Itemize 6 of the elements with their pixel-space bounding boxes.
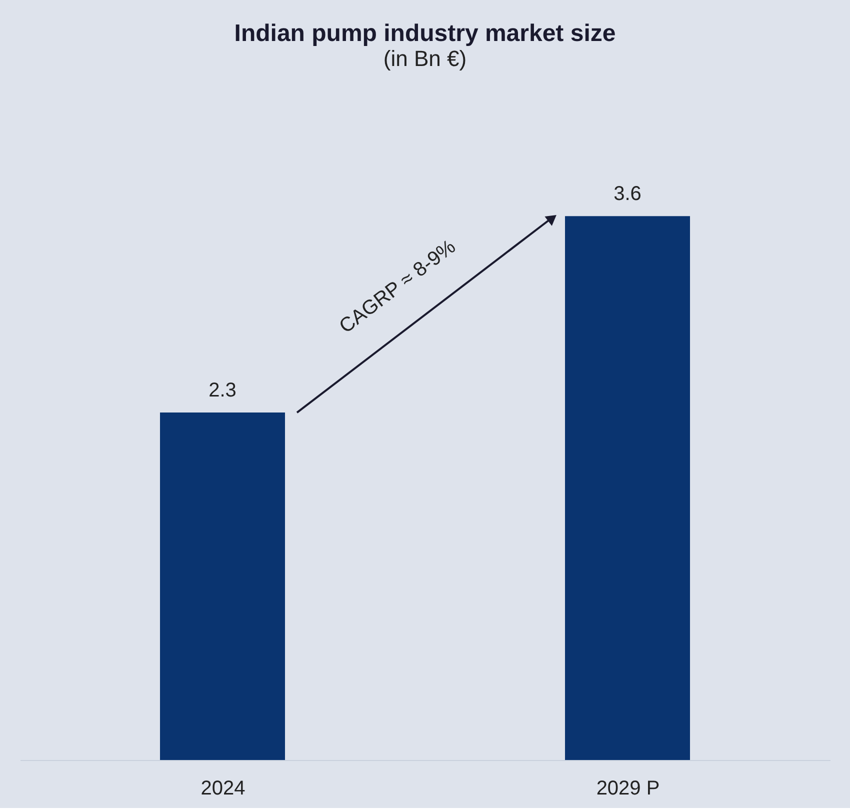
chart-title: Indian pump industry market size — [234, 20, 616, 47]
data-label: 3.6 — [614, 183, 642, 206]
chart-subtitle: (in Bn €) — [383, 46, 467, 71]
x-tick-label: 2029 P — [596, 778, 660, 800]
x-tick-label: 2024 — [200, 778, 246, 800]
data-label: 2.3 — [208, 380, 236, 402]
